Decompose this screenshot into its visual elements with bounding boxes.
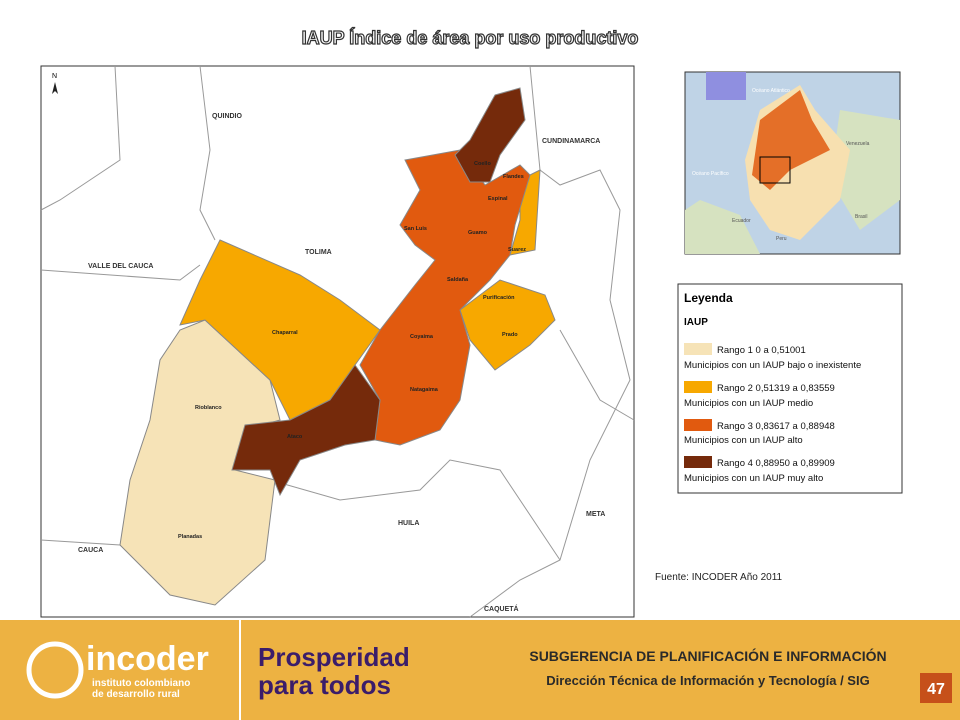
inset-locator: [759, 156, 791, 184]
department-label: QUINDIO: [212, 113, 243, 120]
legend-range: Rango 1 0 a 0,51001: [717, 345, 806, 356]
municipality-label: Planadas: [178, 534, 202, 540]
legend-range: Rango 2 0,51319 a 0,83559: [717, 383, 835, 394]
municipality-label: Coyaima: [410, 334, 434, 340]
inset-label: Venezuela: [846, 141, 870, 147]
footer-band: [0, 620, 960, 720]
incoder-icon: [26, 641, 84, 699]
department-label: CAQUETÁ: [484, 604, 519, 613]
footer-line-1: SUBGERENCIA DE PLANIFICACIÓN E INFORMACI…: [529, 647, 886, 664]
logo-incoder: incoder: [86, 640, 209, 678]
logo-prosperidad: Prosperidad: [258, 642, 410, 672]
department-label: CAUCA: [78, 547, 103, 554]
inset-label: Brasil: [855, 214, 868, 220]
inset-label: Ecuador: [732, 218, 751, 224]
legend-range: Rango 4 0,88950 a 0,89909: [717, 458, 835, 469]
region-rango-4: [231, 364, 381, 497]
legend-description: Municipios con un IAUP bajo o inexistent…: [684, 360, 861, 371]
municipality-label: Suarez: [508, 247, 526, 253]
municipality-label: Purificación: [483, 295, 515, 301]
department-label: META: [586, 511, 605, 518]
logo-incoder-sub: de desarrollo rural: [92, 689, 180, 700]
logo-prosperidad: para todos: [258, 670, 391, 700]
region-rango-4: [454, 87, 526, 183]
legend-range: Rango 3 0,83617 a 0,88948: [717, 421, 835, 432]
legend: Leyenda IAUP Rango 1 0 a 0,51001 Municip…: [677, 283, 903, 494]
municipality-label: San Luis: [404, 226, 427, 232]
municipality-label: Saldaña: [447, 277, 469, 283]
municipality-label: Prado: [502, 332, 518, 338]
municipality-label: Rioblanco: [195, 405, 222, 411]
north-arrow-icon: [52, 82, 58, 94]
region-rango-3: [359, 149, 531, 446]
footer: incoder instituto colombiano de desarrol…: [0, 620, 960, 720]
department-label: HUILA: [398, 520, 419, 527]
region-rango-2: [509, 169, 541, 256]
legend-title: Leyenda: [684, 291, 733, 305]
footer-line-2: Dirección Técnica de Información y Tecno…: [546, 673, 869, 688]
inset-water: [706, 72, 746, 100]
municipality-label: Chaparral: [272, 330, 298, 336]
logo-incoder-sub: instituto colombiano: [92, 678, 190, 689]
legend-swatch: [684, 343, 712, 355]
legend-box: [677, 283, 903, 494]
municipality-label: Coello: [474, 161, 491, 167]
municipality-label: Flandes: [503, 174, 524, 180]
municipality-label: Ataco: [287, 434, 303, 440]
municipality-label: Espinal: [488, 196, 508, 202]
inset-iaup: [752, 90, 830, 190]
page-badge: [920, 673, 952, 703]
inset-label: Peru: [776, 236, 787, 242]
legend-swatch: [684, 419, 712, 431]
inset-label: Océano Atlántico: [752, 88, 790, 94]
north-arrow: N: [52, 73, 57, 80]
department-label: CUNDINAMARCA: [542, 138, 600, 145]
legend-description: Municipios con un IAUP alto: [684, 435, 803, 446]
municipality-label: Guamo: [468, 230, 488, 236]
department-label: VALLE DEL CAUCA: [88, 263, 153, 270]
legend-swatch: [684, 456, 712, 468]
legend-subtitle: IAUP: [684, 317, 708, 328]
footer-band-light: [0, 620, 960, 720]
department-label: TOLIMA: [305, 249, 332, 256]
source: Fuente: INCODER Año 2011: [655, 572, 783, 583]
legend-description: Municipios con un IAUP muy alto: [684, 473, 823, 484]
region-rango-2: [459, 279, 556, 371]
inset-land: [830, 110, 900, 230]
legend-swatch: [684, 381, 712, 393]
boundaries: [40, 65, 635, 618]
slide-title: IAUP Índice de área por uso productivo: [302, 27, 639, 48]
legend-description: Municipios con un IAUP medio: [684, 398, 813, 409]
inset-label: Océano Pacífico: [692, 171, 729, 177]
main-map: N QUINDIO CUNDINAMARCA TOLIMA VALLE DEL …: [40, 65, 635, 618]
municipality-label: Natagaima: [410, 387, 439, 393]
inset-map: Océano Atlántico Venezuela Océano Pacífi…: [684, 71, 901, 255]
page-number: 47: [927, 681, 945, 698]
inset-land: [685, 200, 760, 254]
